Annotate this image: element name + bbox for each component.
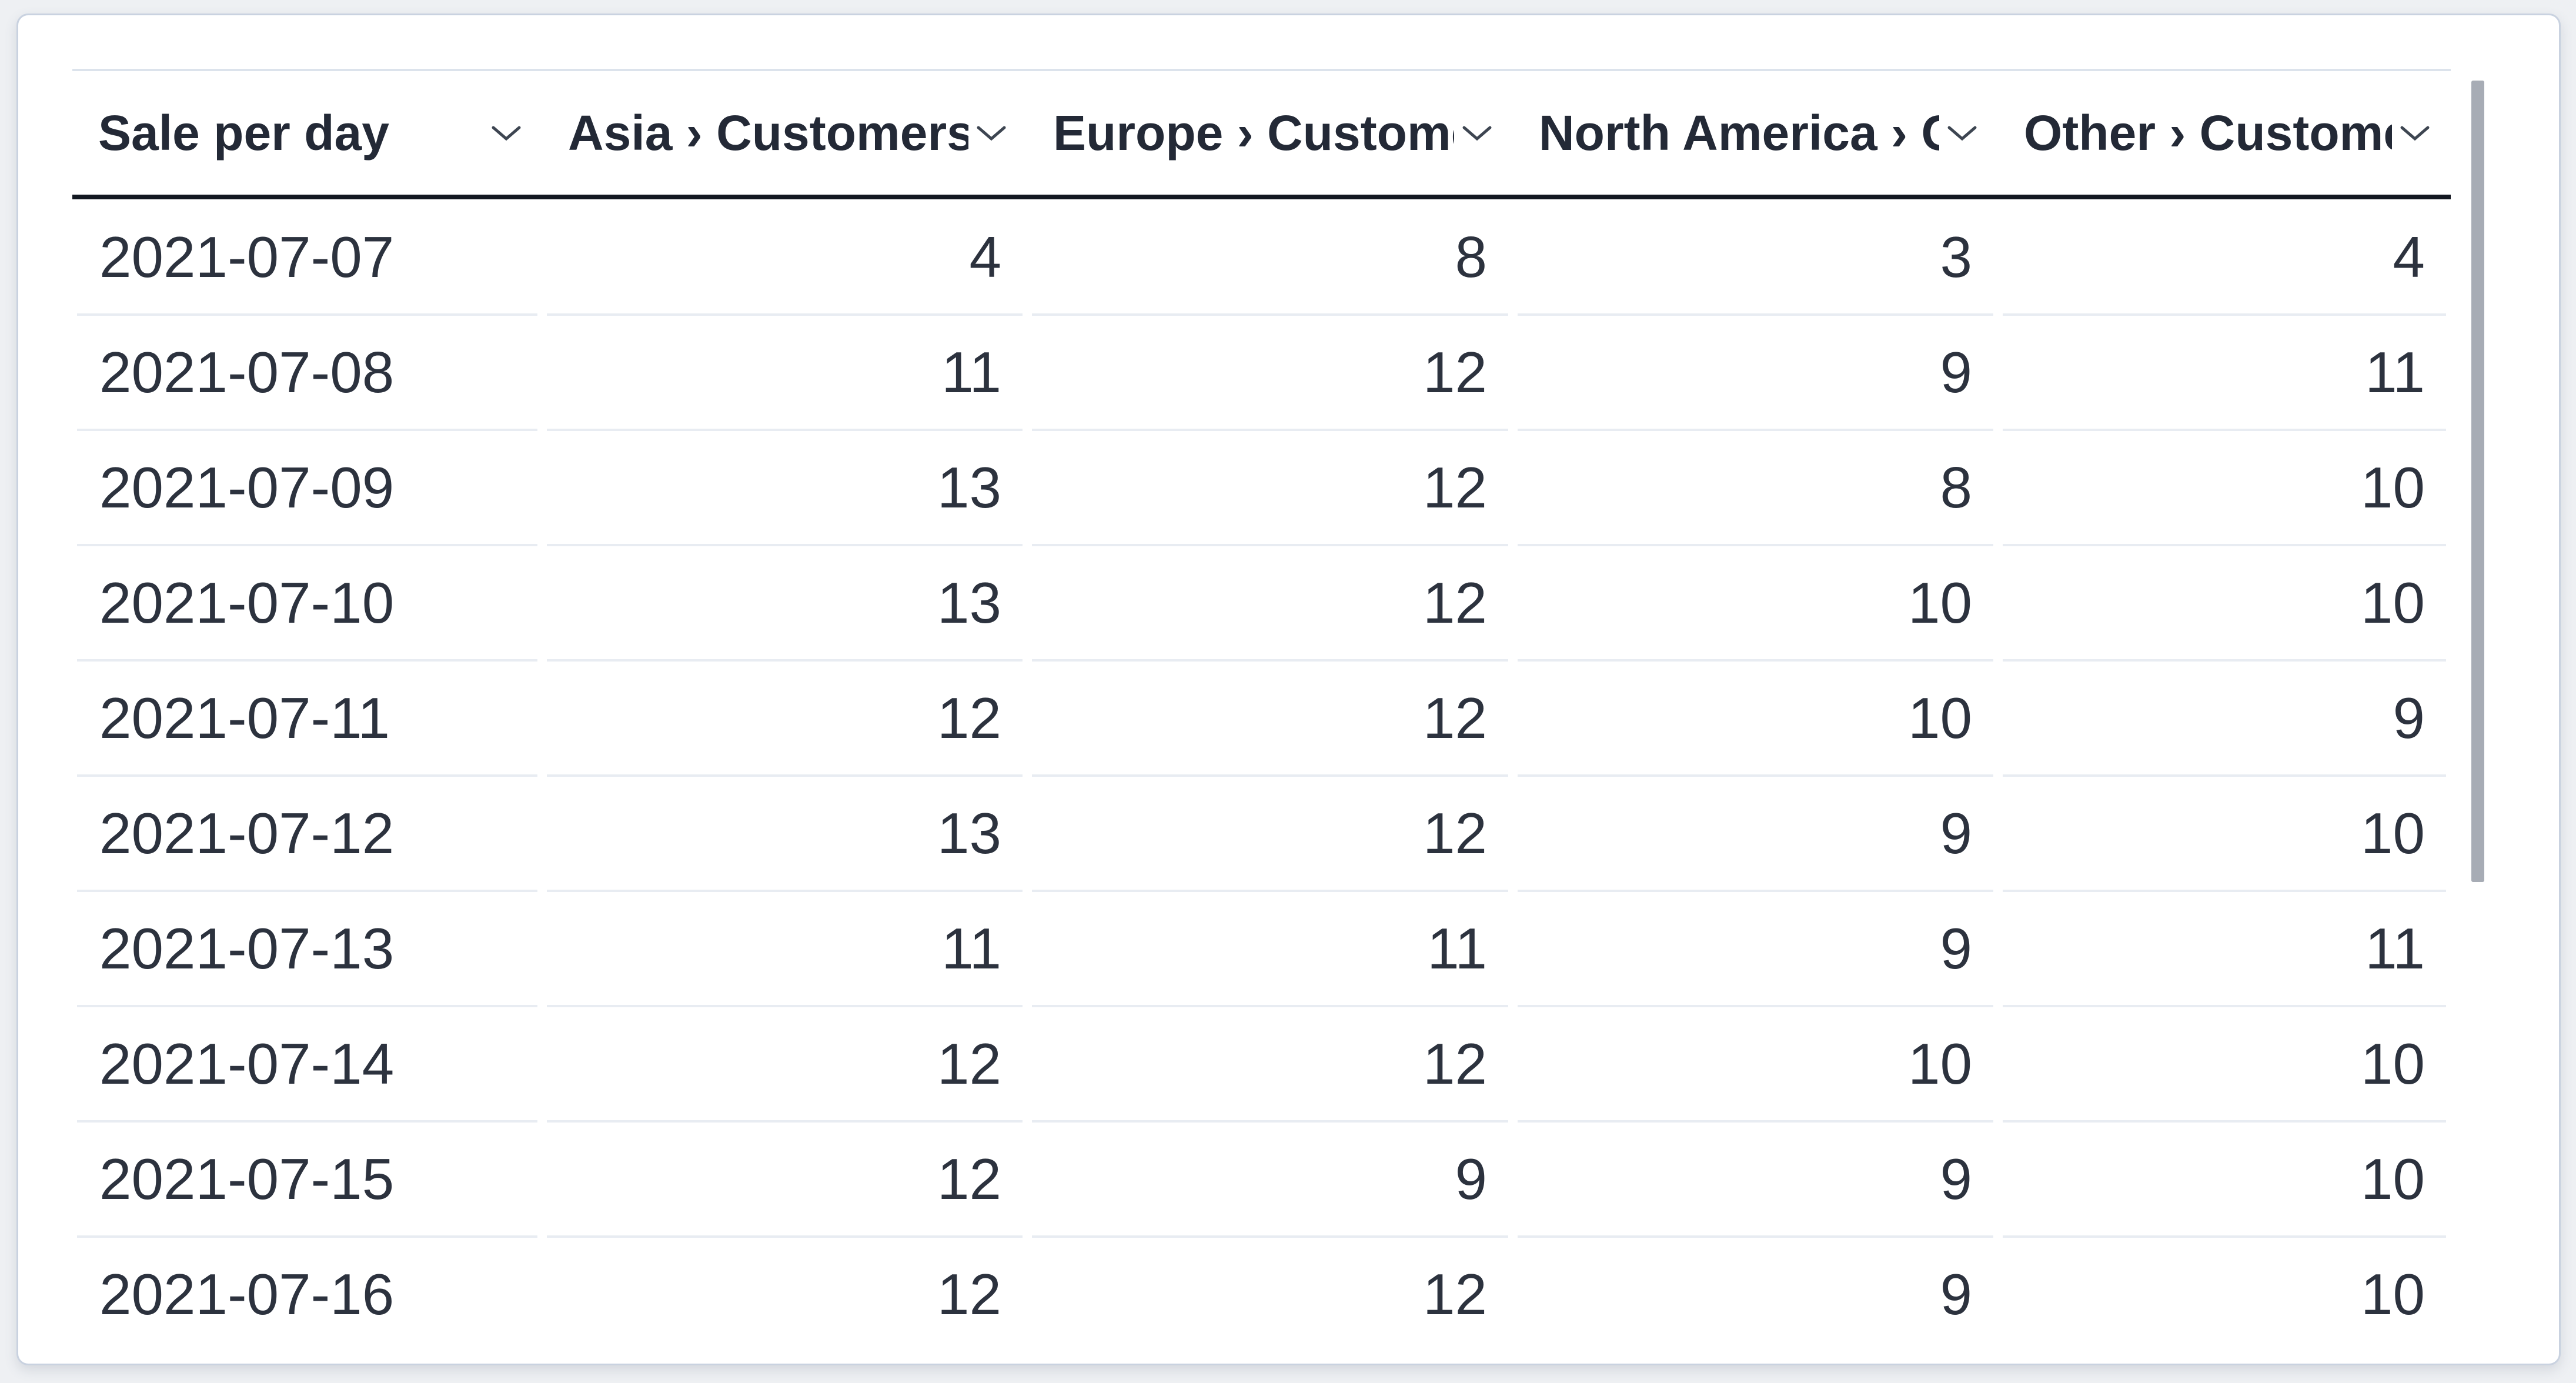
cell-value-asia[interactable]: 12 [542,1005,1027,1121]
column-header-asia[interactable]: Asia › Customers [542,71,1027,195]
table-row: 2021-07-14 12 12 10 10 [72,1005,2451,1121]
vertical-scrollbar-thumb[interactable] [2471,81,2484,882]
cell-value-north_america[interactable]: 9 [1513,774,1998,891]
cell-value-europe[interactable]: 8 [1455,224,1487,289]
cell-date[interactable]: 2021-07-10 [72,544,542,660]
cell-value-asia[interactable]: 11 [542,890,1027,1006]
data-table: Sale per day Asia › Customers Europe › Cus… [72,69,2451,1352]
chevron-down-icon[interactable] [490,124,522,142]
cell-value-asia[interactable]: 4 [969,224,1001,289]
cell-value-asia[interactable]: 13 [542,544,1027,660]
table-row: 2021-07-16 12 12 9 10 [72,1235,2451,1352]
column-header-label: Europe › Customers [1053,105,1454,161]
cell-date[interactable]: 2021-07-13 [72,890,542,1006]
cell-value-europe[interactable]: 12 [1027,313,1513,430]
cell-value-europe[interactable]: 12 [1027,659,1513,776]
chevron-down-icon[interactable] [1946,124,1978,142]
cell-value-other[interactable]: 9 [1998,659,2451,776]
table-body: 2021-07-07 4 8 3 4 2021-07-08 11 12 9 11 2021-07-0… [72,199,2451,1352]
cell-value-other[interactable]: 10 [1998,429,2451,545]
table-row: 2021-07-12 13 12 9 10 [72,774,2451,891]
cell-date[interactable]: 2021-07-07 [99,224,395,289]
cell-date[interactable]: 2021-07-08 [72,313,542,430]
cell-value-europe[interactable]: 12 [1027,1005,1513,1121]
cell-value-north_america[interactable]: 10 [1513,544,1998,660]
cell-value-north_america[interactable]: 10 [1513,659,1998,776]
column-header-date[interactable]: Sale per day [72,71,542,195]
cell-value-europe[interactable]: 9 [1027,1120,1513,1237]
cell-value-asia[interactable]: 12 [542,1235,1027,1352]
table-row: 2021-07-13 11 11 9 11 [72,890,2451,1006]
cell-value-europe[interactable]: 12 [1027,774,1513,891]
table-row: 2021-07-15 12 9 9 10 [72,1120,2451,1237]
cell-value-asia[interactable]: 11 [542,313,1027,430]
cell-value-other[interactable]: 10 [1998,774,2451,891]
cell-value-europe[interactable]: 12 [1027,429,1513,545]
cell-value-north_america[interactable]: 9 [1513,1235,1998,1352]
table-row: 2021-07-08 11 12 9 11 [72,313,2451,430]
cell-value-other[interactable]: 11 [1998,313,2451,430]
chevron-down-icon[interactable] [1461,124,1493,142]
column-header-label: Other › Customers [2024,105,2392,161]
chevron-down-icon[interactable] [975,124,1007,142]
chevron-down-icon[interactable] [2399,124,2431,142]
cell-value-other[interactable]: 10 [1998,1120,2451,1237]
column-header-label: Sale per day [98,105,389,161]
cell-value-north_america[interactable]: 9 [1513,1120,1998,1237]
cell-value-north_america[interactable]: 10 [1513,1005,1998,1121]
cell-date[interactable]: 2021-07-15 [72,1120,542,1237]
cell-value-asia[interactable]: 12 [542,1120,1027,1237]
table-row: 2021-07-09 13 12 8 10 [72,429,2451,545]
cell-value-other[interactable]: 10 [1998,1005,2451,1121]
cell-value-north_america[interactable]: 3 [1940,224,1972,289]
cell-value-asia[interactable]: 12 [542,659,1027,776]
cell-value-north_america[interactable]: 8 [1513,429,1998,545]
cell-value-north_america[interactable]: 9 [1513,313,1998,430]
cell-value-europe[interactable]: 12 [1027,1235,1513,1352]
table-header-row: Sale per day Asia › Customers Europe › Cus… [72,69,2451,199]
cell-value-other[interactable]: 4 [2393,224,2425,289]
column-header-north_america[interactable]: North America › Customers [1513,71,1998,195]
table-row: 2021-07-07 4 8 3 4 [72,199,2451,315]
cell-value-north_america[interactable]: 9 [1513,890,1998,1006]
cell-value-other[interactable]: 10 [1998,544,2451,660]
column-header-europe[interactable]: Europe › Customers [1027,71,1513,195]
cell-value-other[interactable]: 10 [1998,1235,2451,1352]
column-header-label: North America › Customers [1539,105,1939,161]
cell-date[interactable]: 2021-07-11 [72,659,542,776]
cell-value-other[interactable]: 11 [1998,890,2451,1006]
cell-date[interactable]: 2021-07-16 [72,1235,542,1352]
cell-value-asia[interactable]: 13 [542,429,1027,545]
cell-date[interactable]: 2021-07-14 [72,1005,542,1121]
cell-value-europe[interactable]: 12 [1027,544,1513,660]
column-header-label: Asia › Customers [568,105,968,161]
table-card: Sale per day Asia › Customers Europe › Cus… [16,14,2561,1365]
column-header-other[interactable]: Other › Customers [1998,71,2451,195]
cell-value-asia[interactable]: 13 [542,774,1027,891]
cell-value-europe[interactable]: 11 [1027,890,1513,1006]
cell-date[interactable]: 2021-07-09 [72,429,542,545]
table-row: 2021-07-11 12 12 10 9 [72,659,2451,776]
table-row: 2021-07-10 13 12 10 10 [72,544,2451,660]
cell-date[interactable]: 2021-07-12 [72,774,542,891]
